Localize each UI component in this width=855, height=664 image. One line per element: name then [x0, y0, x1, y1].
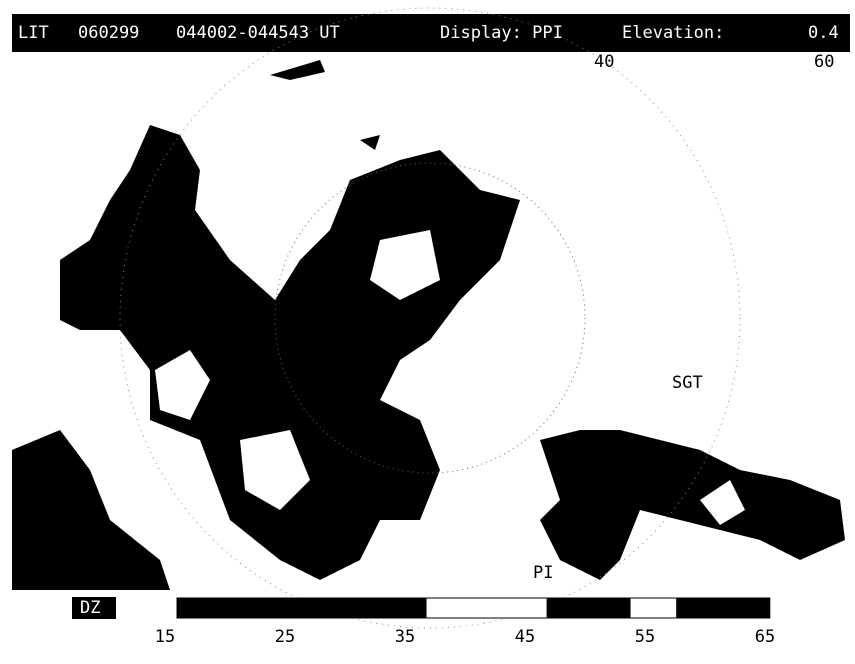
range-label: 60 [814, 52, 834, 72]
scale-tick-label: 65 [755, 627, 775, 647]
scale-segment [177, 598, 427, 618]
scale-outline [176, 597, 771, 619]
range-ring [274, 162, 586, 474]
scale-tick-label: 25 [275, 627, 295, 647]
scale-segment [676, 598, 770, 618]
scale-segment [546, 598, 631, 618]
header-bar [12, 14, 850, 52]
scale-segment [630, 598, 677, 618]
scale-tick-label: 55 [635, 627, 655, 647]
color-scale: 15 25 35 45 55 65 [155, 597, 775, 647]
scale-tick-label: 45 [515, 627, 535, 647]
elevation-label: Elevation: [622, 23, 724, 43]
range-ring [119, 7, 741, 629]
elevation: 0.4 [808, 23, 839, 43]
scale-tick-label: 15 [155, 627, 175, 647]
display-mode: Display: PPI [440, 23, 563, 43]
site-label: PI [533, 563, 553, 583]
station: LIT [18, 23, 49, 43]
scale-tick-label: 35 [395, 627, 415, 647]
date: 060299 [78, 23, 139, 43]
range-label: 40 [594, 52, 614, 72]
scale-segment [426, 598, 547, 618]
time: 044002-044543 UT [176, 23, 340, 43]
legend-label: DZ [80, 598, 100, 618]
legend-label-box [72, 597, 116, 619]
echo-holes [155, 230, 745, 525]
site-label: SGT [672, 373, 703, 393]
